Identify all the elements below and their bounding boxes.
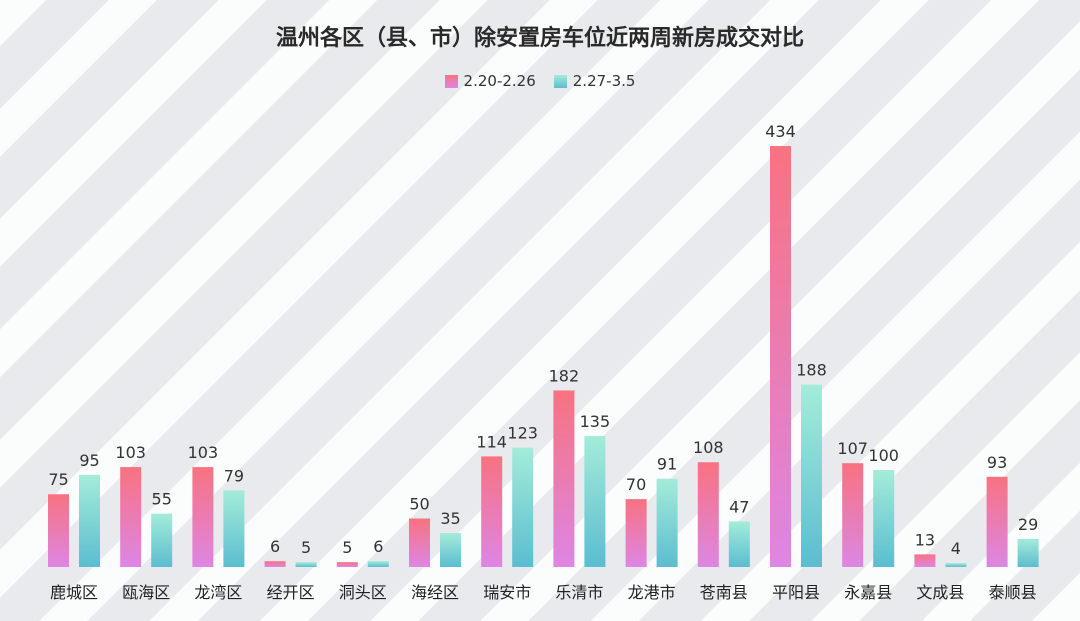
bar-瑞安市-series-2[interactable] xyxy=(512,447,534,567)
category-label-瓯海区: 瓯海区 xyxy=(122,583,170,602)
chart-title: 温州各区（县、市）除安置房车位近两周新房成交对比 xyxy=(275,26,804,51)
bar-瓯海区-series-2[interactable] xyxy=(151,513,173,567)
legend-item-series-2[interactable]: 2.27-3.5 xyxy=(553,72,636,90)
category-label-乐清市: 乐清市 xyxy=(555,583,603,602)
value-label-瓯海区-series-1: 103 xyxy=(115,443,146,462)
bars-group: 75 95 鹿城区 103 55 瓯海区 103 79 龙湾区 6 5 经开区 5 6 洞头区 50 35 海经区… xyxy=(48,122,1039,602)
bar-瓯海区-series-1[interactable] xyxy=(120,467,142,567)
value-label-文成县-series-2: 4 xyxy=(951,539,961,558)
bar-洞头区-series-1[interactable] xyxy=(336,562,358,567)
value-label-泰顺县-series-2: 29 xyxy=(1018,515,1038,534)
bar-龙港市-series-2[interactable] xyxy=(656,478,678,567)
bar-文成县-series-2[interactable] xyxy=(945,563,967,567)
value-label-苍南县-series-2: 47 xyxy=(729,497,749,516)
value-label-瑞安市-series-1: 114 xyxy=(476,432,507,451)
bar-鹿城区-series-2[interactable] xyxy=(79,474,100,567)
value-label-经开区-series-1: 6 xyxy=(270,537,280,556)
category-label-文成县: 文成县 xyxy=(916,583,964,602)
legend-swatch-series-2 xyxy=(553,74,567,88)
bar-经开区-series-2[interactable] xyxy=(295,562,317,567)
value-label-经开区-series-2: 5 xyxy=(301,538,311,557)
bar-龙湾区-series-1[interactable] xyxy=(192,467,214,567)
value-label-洞头区-series-2: 6 xyxy=(373,537,383,556)
value-label-泰顺县-series-1: 93 xyxy=(987,453,1007,472)
bar-龙港市-series-1[interactable] xyxy=(625,499,647,567)
value-label-永嘉县-series-1: 107 xyxy=(837,439,868,458)
category-label-泰顺县: 泰顺县 xyxy=(989,583,1037,602)
category-label-龙港市: 龙港市 xyxy=(628,583,676,602)
value-label-平阳县-series-2: 188 xyxy=(796,361,827,380)
bar-平阳县-series-1[interactable] xyxy=(770,146,791,567)
value-label-苍南县-series-1: 108 xyxy=(693,438,724,457)
bar-乐清市-series-1[interactable] xyxy=(553,390,575,567)
value-label-平阳县-series-1: 434 xyxy=(765,122,796,141)
value-label-龙湾区-series-1: 103 xyxy=(188,443,219,462)
value-label-海经区-series-1: 50 xyxy=(409,494,429,513)
category-label-经开区: 经开区 xyxy=(267,583,315,602)
bar-永嘉县-series-2[interactable] xyxy=(873,469,895,567)
value-label-瓯海区-series-2: 55 xyxy=(152,490,172,509)
bar-平阳县-series-2[interactable] xyxy=(801,384,822,567)
bar-文成县-series-1[interactable] xyxy=(914,554,936,567)
legend-swatch-series-1 xyxy=(444,74,458,88)
bar-瑞安市-series-1[interactable] xyxy=(481,456,503,567)
bar-永嘉县-series-1[interactable] xyxy=(842,463,864,567)
bar-洞头区-series-2[interactable] xyxy=(367,561,389,567)
value-label-乐清市-series-1: 182 xyxy=(549,366,580,385)
category-label-洞头区: 洞头区 xyxy=(339,583,387,602)
value-label-龙湾区-series-2: 79 xyxy=(224,466,244,485)
bar-经开区-series-1[interactable] xyxy=(264,561,286,567)
legend: 2.20-2.26 2.27-3.5 xyxy=(0,72,1080,90)
bar-龙湾区-series-2[interactable] xyxy=(223,490,245,567)
category-label-鹿城区: 鹿城区 xyxy=(50,583,98,602)
value-label-永嘉县-series-2: 100 xyxy=(868,446,899,465)
bar-苍南县-series-1[interactable] xyxy=(697,462,719,567)
value-label-瑞安市-series-2: 123 xyxy=(507,424,538,443)
bar-鹿城区-series-1[interactable] xyxy=(48,494,69,567)
bar-苍南县-series-2[interactable] xyxy=(728,521,750,567)
value-label-鹿城区-series-1: 75 xyxy=(48,470,68,489)
bar-海经区-series-1[interactable] xyxy=(409,518,430,567)
value-label-乐清市-series-2: 135 xyxy=(580,412,611,431)
category-label-苍南县: 苍南县 xyxy=(700,583,748,602)
legend-item-series-1[interactable]: 2.20-2.26 xyxy=(444,72,536,90)
bar-泰顺县-series-2[interactable] xyxy=(1017,538,1039,567)
category-label-海经区: 海经区 xyxy=(411,583,459,602)
category-label-龙湾区: 龙湾区 xyxy=(194,583,242,602)
category-label-瑞安市: 瑞安市 xyxy=(483,583,531,602)
value-label-洞头区-series-1: 5 xyxy=(342,538,352,557)
value-label-龙港市-series-2: 91 xyxy=(657,455,677,474)
legend-label-series-2: 2.27-3.5 xyxy=(572,72,636,90)
value-label-鹿城区-series-2: 95 xyxy=(79,451,99,470)
category-label-平阳县: 平阳县 xyxy=(772,583,820,602)
bar-海经区-series-2[interactable] xyxy=(440,533,461,567)
legend-label-series-1: 2.20-2.26 xyxy=(463,72,536,90)
value-label-龙港市-series-1: 70 xyxy=(626,475,646,494)
value-label-海经区-series-2: 35 xyxy=(440,509,460,528)
category-label-永嘉县: 永嘉县 xyxy=(844,583,892,602)
value-label-文成县-series-1: 13 xyxy=(915,530,935,549)
bar-乐清市-series-2[interactable] xyxy=(584,436,606,567)
bar-泰顺县-series-1[interactable] xyxy=(986,476,1008,567)
